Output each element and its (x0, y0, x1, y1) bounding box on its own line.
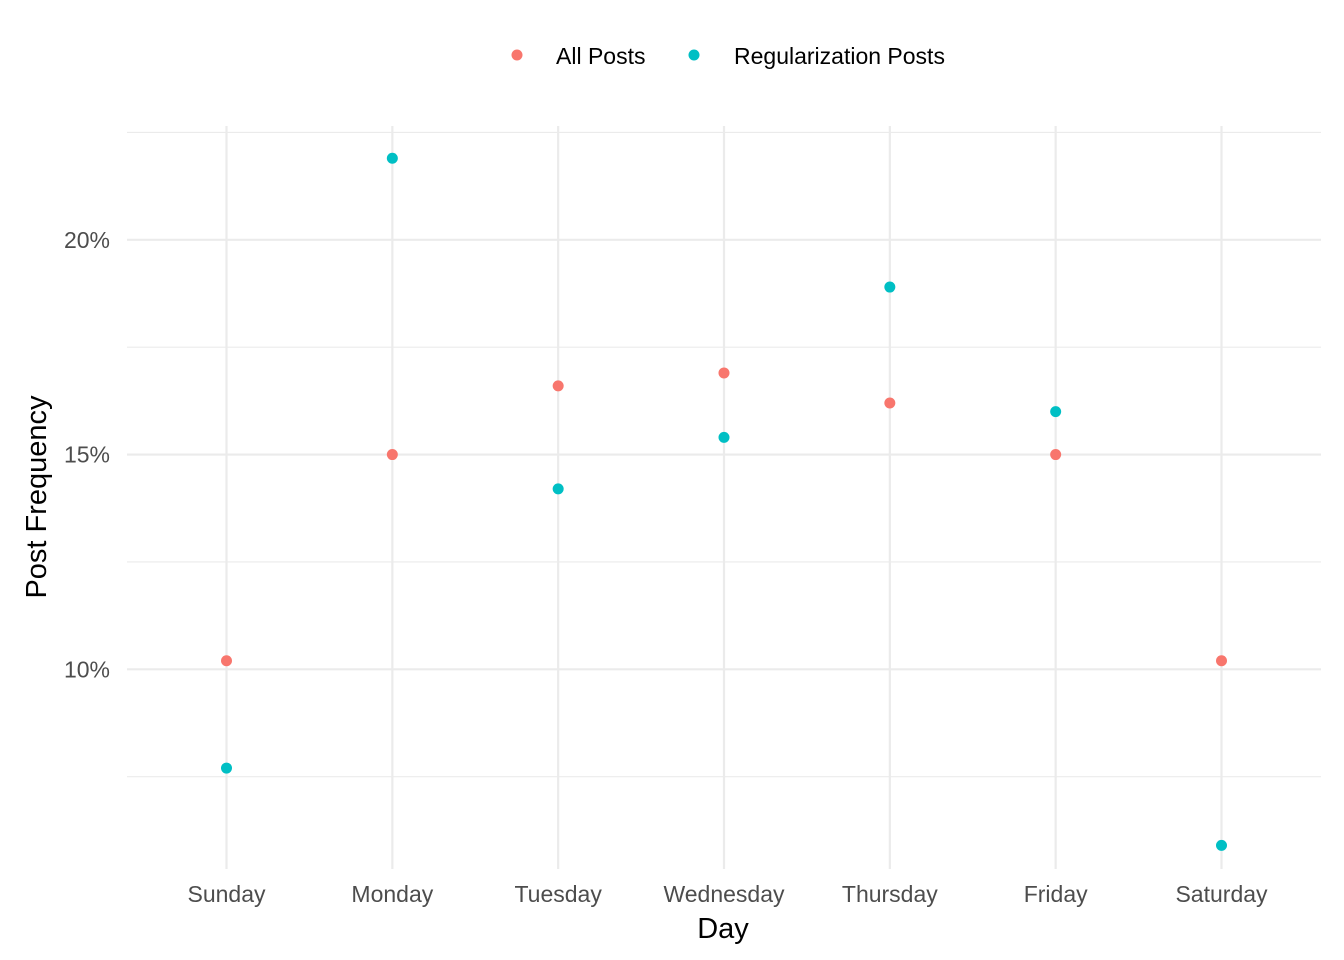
x-tick-label: Wednesday (663, 881, 785, 907)
legend-key (688, 49, 700, 61)
y-tick-label: 20% (64, 227, 110, 253)
data-point (1050, 449, 1062, 461)
x-tick-label: Saturday (1175, 881, 1268, 907)
y-tick-label: 15% (64, 442, 110, 468)
data-point (552, 380, 564, 392)
y-tick-label: 10% (64, 656, 110, 682)
legend-key (511, 49, 523, 61)
data-point (1216, 655, 1227, 667)
x-tick-label: Sunday (187, 881, 266, 907)
data-point (884, 281, 896, 293)
data-point (552, 483, 564, 495)
x-tick-label: Tuesday (514, 881, 602, 907)
data-point (221, 762, 232, 774)
legend-label: All Posts (556, 43, 645, 69)
data-point (718, 431, 730, 443)
data-point (221, 655, 232, 667)
legend: All Posts Regularization Posts (511, 43, 945, 69)
data-point (386, 152, 398, 164)
y-axis-title: Post Frequency (21, 395, 53, 599)
data-point (718, 367, 730, 379)
x-tick-labels: Sunday Monday Tuesday Wednesday Thursday Frid… (187, 881, 1268, 907)
data-point (386, 449, 398, 461)
data-point (884, 397, 896, 409)
y-tick-labels: 10% 15% 20% (64, 227, 110, 682)
x-tick-label: Monday (351, 881, 433, 907)
x-tick-label: Thursday (842, 881, 938, 907)
data-point (1216, 839, 1227, 851)
x-axis-title: Day (697, 913, 749, 945)
legend-label: Regularization Posts (734, 43, 945, 69)
x-tick-label: Friday (1024, 881, 1088, 907)
data-points (221, 152, 1227, 851)
grid (127, 126, 1321, 869)
data-point (1050, 406, 1062, 418)
